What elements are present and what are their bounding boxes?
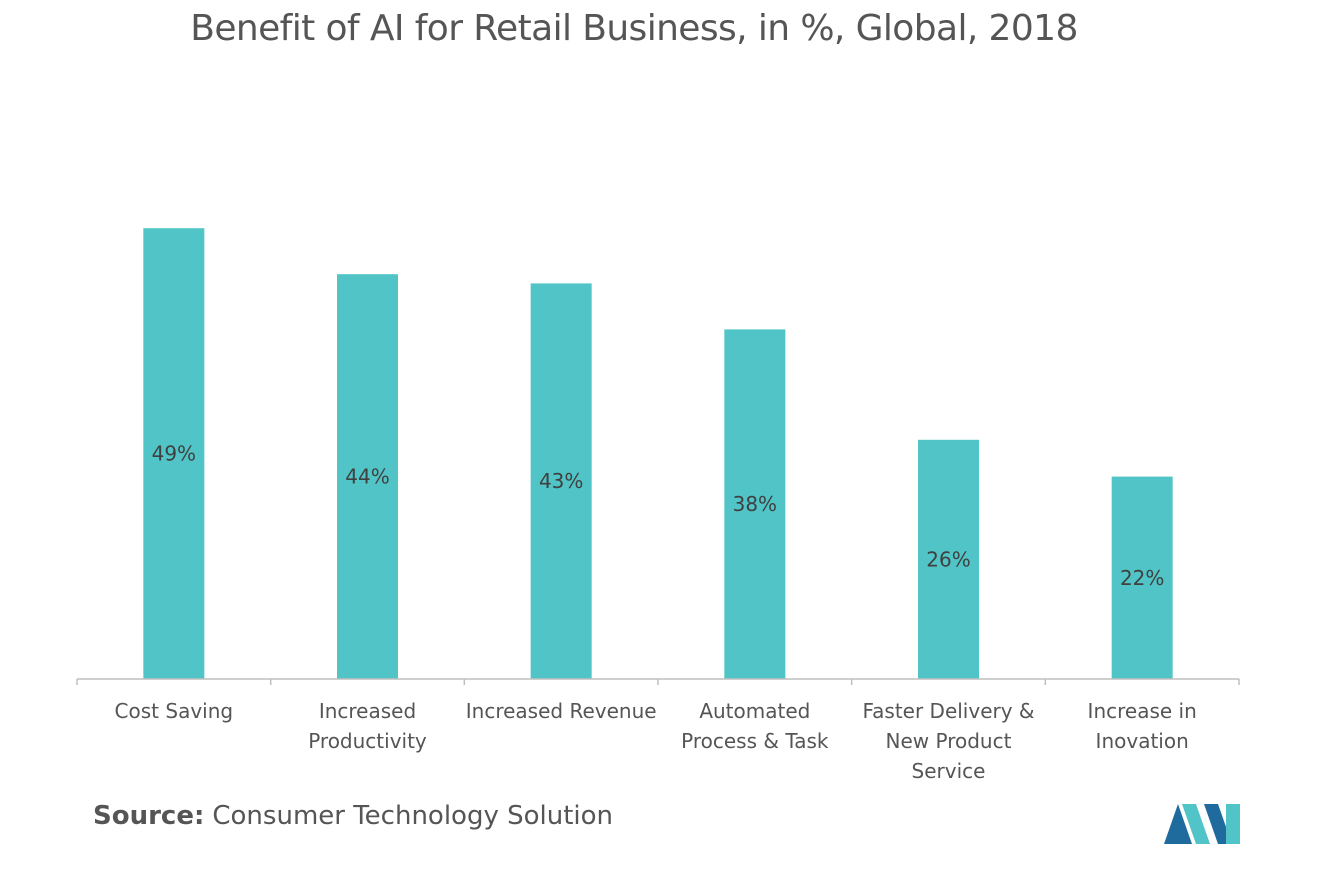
bar — [1111, 476, 1173, 679]
data-label: 44% — [345, 465, 389, 489]
category-label: Service — [912, 759, 986, 783]
data-label: 26% — [926, 547, 970, 571]
category-label: Increase in — [1088, 699, 1197, 723]
x-axis — [76, 678, 1240, 685]
source-note: Source: Consumer Technology Solution — [93, 801, 613, 831]
data-label: 49% — [152, 442, 196, 466]
category-label: Automated — [699, 699, 810, 723]
category-label: Increased Revenue — [466, 699, 657, 723]
source-text: Consumer Technology Solution — [212, 801, 614, 831]
logo-mid-shape — [1182, 804, 1210, 844]
bar — [724, 329, 786, 679]
category-label: Process & Task — [681, 729, 829, 753]
brand-logo — [1164, 804, 1240, 844]
bars-layer — [143, 228, 1173, 679]
category-label: Cost Saving — [115, 699, 234, 723]
chart-title: Benefit of AI for Retail Business, in %,… — [190, 8, 1078, 49]
bar — [530, 283, 592, 679]
category-label: Productivity — [308, 729, 427, 753]
bar — [918, 439, 979, 679]
category-label: Inovation — [1096, 729, 1189, 753]
bar — [337, 274, 398, 679]
category-label: Faster Delivery & — [862, 699, 1034, 723]
category-labels: Cost Saving Increased Productivity Increase… — [115, 699, 1197, 783]
category-label: Increased — [319, 699, 416, 723]
data-label: 38% — [733, 492, 777, 516]
data-label: 22% — [1120, 566, 1164, 590]
logo-bar-shape — [1226, 804, 1240, 844]
category-label: New Product — [886, 729, 1012, 753]
bar — [143, 228, 205, 679]
data-labels: 49% 44% 43% 38% 26% 22% — [152, 442, 1165, 590]
source-label: Source: — [93, 801, 205, 831]
data-label: 43% — [539, 469, 583, 493]
logo-left-shape — [1164, 804, 1192, 844]
logo-right-shape — [1204, 804, 1232, 844]
